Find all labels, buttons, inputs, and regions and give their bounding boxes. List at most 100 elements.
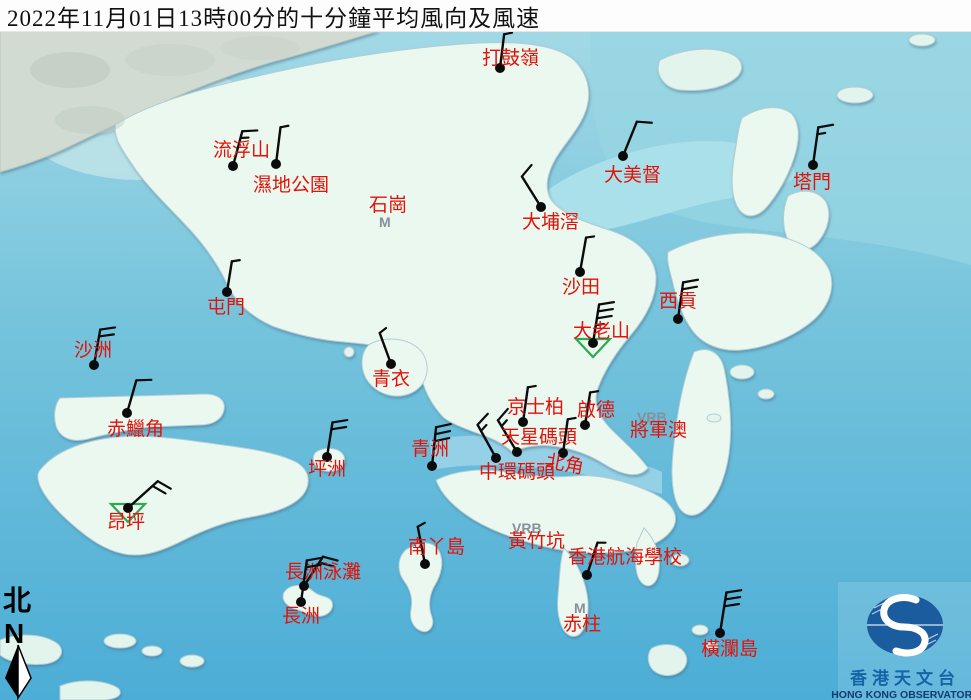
station-label: 京士柏 <box>507 396 564 418</box>
station-label: 流浮山 <box>213 139 270 161</box>
wind-barb-staff <box>521 386 530 424</box>
station-label: 將軍澳 <box>630 419 687 441</box>
wind-barb-half <box>589 390 600 394</box>
station-stanley: M赤柱 <box>563 600 601 635</box>
wind-barb-staff <box>274 126 282 166</box>
station-label: 天星碼頭 <box>501 427 577 448</box>
station-note-vrb: VRB <box>637 409 667 425</box>
wind-barb-half <box>500 419 508 428</box>
station-label: 沙洲 <box>74 340 112 361</box>
station-label: 中環碼頭 <box>479 461 555 483</box>
land-kau-sai-chau <box>729 364 755 380</box>
urban-texture <box>55 106 125 134</box>
station-central-pier: 中環碼頭 <box>476 412 555 483</box>
wind-barb-half <box>503 31 514 36</box>
wind-barb-staff <box>520 175 543 209</box>
station-label: 赤鱲角 <box>107 418 164 440</box>
land-soko-2 <box>141 645 163 657</box>
land-hk-island <box>435 469 676 554</box>
wind-barb-full <box>596 307 614 313</box>
north-arrow: 北 N <box>3 585 32 700</box>
wind-barb-full <box>434 429 452 436</box>
wind-barb-half <box>594 322 605 327</box>
station-label: 大美督 <box>604 164 661 186</box>
urban-texture <box>220 36 300 60</box>
wind-barb-full <box>723 602 741 608</box>
wind-barb-full <box>304 563 322 569</box>
station-label: 啟德 <box>577 399 615 421</box>
north-arrow-left-half <box>5 645 18 698</box>
station-dot <box>618 151 628 161</box>
logo-hatching <box>871 599 939 649</box>
wind-barb-half <box>816 131 827 136</box>
land-islet-ne <box>908 33 936 47</box>
wind-barb-full <box>635 120 653 124</box>
station-label: 南丫島 <box>408 536 465 558</box>
station-label: 青衣 <box>372 368 410 390</box>
station-dot <box>536 202 546 212</box>
wind-barb-full <box>97 333 115 338</box>
wind-barb-half <box>526 384 537 389</box>
station-waglan-island: 橫瀾島 <box>701 589 758 660</box>
station-tai-po-kau: 大埔滘 <box>520 163 579 233</box>
wind-barb-staff <box>585 541 599 577</box>
station-peng-chau: 坪洲 <box>308 418 349 480</box>
land-lamma <box>398 542 443 633</box>
hko-logo: 香港天文台 HONG KONG OBSERVATORY <box>831 582 971 700</box>
land-daguilar-peninsula <box>635 527 660 587</box>
land-tsing-yi <box>361 338 428 397</box>
wind-barb-full <box>156 480 172 490</box>
station-lau-fau-shan: 流浮山 <box>213 129 270 171</box>
wind-barb-half <box>279 124 290 129</box>
wind-barb-full <box>99 326 117 331</box>
land-islet-mirs-bay <box>836 86 874 104</box>
wind-barb-full <box>681 285 699 291</box>
tolo-harbour-water <box>539 141 795 230</box>
land-cheung-chau <box>282 584 334 617</box>
station-dot <box>322 452 332 462</box>
station-tai-mei-tuk: 大美督 <box>604 120 661 186</box>
wind-barb-staff <box>621 120 639 158</box>
wind-barb-half <box>566 416 577 421</box>
hko-logo-chinese: 香港天文台 <box>850 668 960 688</box>
land-stanley-peninsula <box>557 547 589 637</box>
wind-barb-half <box>584 235 596 239</box>
station-tap-mun: 塔門 <box>793 123 835 193</box>
wind-barb-full <box>725 589 743 594</box>
wind-barb-staff <box>498 33 506 70</box>
station-note-m: M <box>574 600 586 616</box>
station-dot <box>222 287 232 297</box>
station-dot <box>673 314 683 324</box>
wind-barb-full <box>520 163 533 178</box>
land-plover-cove <box>731 107 799 217</box>
station-ngong-ping: 昂坪 <box>107 480 172 533</box>
station-ta-kwu-ling: 打鼓嶺 <box>482 31 539 73</box>
station-dot <box>588 338 598 348</box>
station-label: 大埔滘 <box>522 211 579 233</box>
wind-barb-full <box>817 123 835 129</box>
map-title: 2022年11月01日13時00分的十分鐘平均風向及風速 <box>7 5 541 31</box>
wind-barb-half <box>230 259 241 263</box>
station-tsing-yi: 青衣 <box>372 326 410 390</box>
land-waglan <box>691 624 709 636</box>
wind-barb-full <box>318 561 335 568</box>
station-dot <box>271 159 281 169</box>
land-shek-kwu-chau <box>179 654 205 668</box>
station-dot <box>386 359 396 369</box>
station-sha-chau: 沙洲 <box>74 326 117 370</box>
wind-barb-full <box>330 425 348 431</box>
station-dot <box>296 597 306 607</box>
station-dot <box>808 160 818 170</box>
wind-barb-full <box>598 301 616 306</box>
station-kai-tak: 啟德 <box>577 390 615 430</box>
station-wetland-park: 濕地公園 <box>253 124 329 196</box>
land-sai-kung <box>667 232 833 351</box>
station-label: 沙田 <box>562 277 600 298</box>
station-tates-cairn: 大老山 <box>573 301 630 359</box>
land-starling-inlet <box>657 48 742 91</box>
hko-logo-english: HONG KONG OBSERVATORY <box>831 689 971 700</box>
station-dot <box>580 420 590 430</box>
north-letter-label: N <box>4 618 24 649</box>
